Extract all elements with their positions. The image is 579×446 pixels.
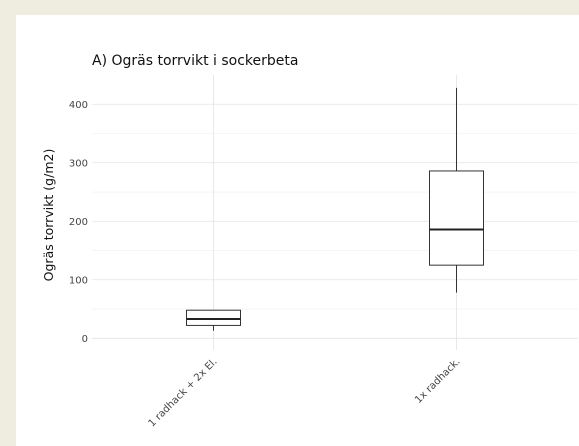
chart-title: A) Ogräs torrvikt i sockerbeta: [92, 53, 298, 69]
box-2: [429, 87, 484, 293]
box-iqr: [429, 170, 484, 266]
x-tick-label: 1 radhack + 2x El.: [147, 356, 220, 429]
box-iqr: [186, 309, 241, 326]
x-tick-label: 1x radhack.: [413, 356, 462, 405]
y-tick-label: 300: [69, 158, 88, 169]
x-tick-labels: 1 radhack + 2x El. 1x radhack.: [147, 356, 463, 429]
y-tick-label: 100: [69, 275, 88, 286]
y-tick-labels: 0 100 200 300 400: [69, 100, 88, 345]
minor-gridlines: [92, 133, 578, 310]
box-series: [186, 87, 484, 331]
y-tick-label: 0: [82, 334, 88, 345]
y-axis-label: Ogräs torrvikt (g/m2): [41, 149, 56, 282]
chart-panel: 0 100 200 300 400 1 radhack + 2x El. 1x radha…: [16, 15, 579, 446]
y-tick-label: 400: [69, 100, 88, 111]
box-1: [186, 309, 241, 331]
y-tick-label: 200: [69, 217, 88, 228]
box-plot: 0 100 200 300 400 1 radhack + 2x El. 1x radha…: [41, 53, 578, 429]
